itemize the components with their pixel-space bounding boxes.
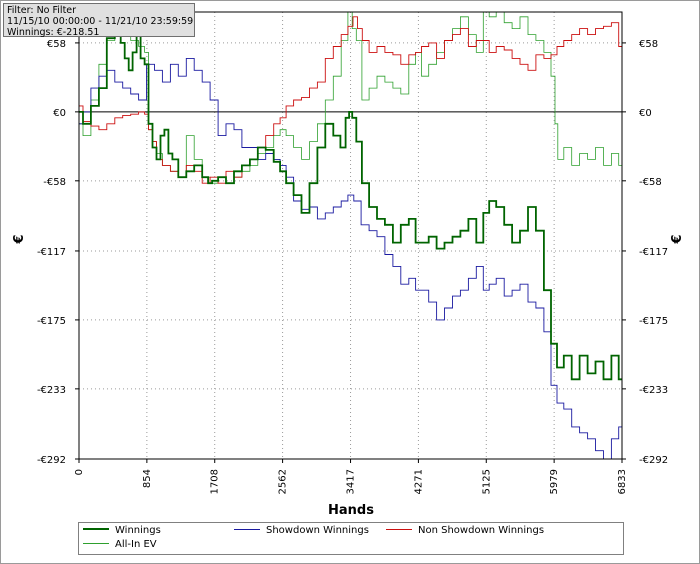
y-tick-label-right: -€233 (639, 385, 668, 396)
legend-item-non-showdown: Non Showdown Winnings (386, 524, 544, 538)
filter-info-box: Filter: No Filter 11/15/10 00:00:00 - 11… (3, 3, 195, 38)
x-tick-label: 6833 (617, 469, 628, 494)
series-lines (79, 11, 622, 460)
legend-item-all-in-ev: All-In EV (83, 538, 157, 552)
legend-item-winnings: Winnings (83, 524, 161, 538)
y-tick-label-left: -€117 (37, 247, 66, 258)
filter-text: Filter: No Filter (7, 5, 77, 16)
x-tick-label: 5979 (549, 469, 560, 494)
legend-label-showdown: Showdown Winnings (266, 525, 369, 536)
y-tick-label-right: -€117 (639, 247, 668, 258)
date-range-text: 11/15/10 00:00:00 - 11/21/10 23:59:59 (7, 16, 194, 27)
legend-swatch-winnings (83, 528, 109, 530)
x-axis-title: Hands (328, 503, 374, 518)
legend-label-winnings: Winnings (115, 525, 161, 536)
y-tick-label-right: -€175 (639, 316, 668, 327)
y-tick-label-right: €58 (639, 39, 658, 50)
legend-label-non-showdown: Non Showdown Winnings (418, 525, 545, 536)
x-tick-label: 0 (74, 469, 85, 475)
y-tick-label-right: -€58 (639, 177, 662, 188)
y-tick-label-left: -€58 (43, 177, 66, 188)
grid (79, 12, 622, 460)
y-axis-title-right: € (670, 234, 685, 244)
x-tick-label: 1708 (210, 469, 221, 494)
showdown-winnings-line (79, 57, 622, 460)
winnings-line (79, 25, 622, 381)
y-tick-label-left: -€233 (37, 385, 66, 396)
y-tick-label-left: €0 (53, 108, 66, 119)
y-tick-label-left: -€175 (37, 316, 66, 327)
x-tick-label: 5125 (481, 469, 492, 494)
y-tick-label-right: €0 (639, 108, 652, 119)
winnings-graph: 0 854 1708 2562 3417 4271 5125 5979 6833 €58 €58 €0… (12, 11, 685, 518)
x-tick-label: 2562 (278, 469, 289, 494)
x-tick-label: 3417 (346, 469, 357, 494)
y-tick-label-left: -€292 (37, 455, 66, 466)
x-tick-label: 4271 (413, 469, 424, 494)
x-tick-label: 854 (142, 469, 153, 488)
legend-swatch-all-in-ev (83, 542, 109, 544)
non-showdown-winnings-line (79, 16, 622, 184)
legend-swatch-showdown (234, 528, 260, 530)
legend-swatch-non-showdown (386, 528, 412, 530)
legend-label-all-in-ev: All-In EV (115, 539, 157, 550)
plot-area (78, 11, 623, 460)
y-tick-label-right: -€292 (639, 455, 668, 466)
y-tick-label-left: €58 (47, 39, 66, 50)
winnings-text: Winnings: €-218.51 (7, 27, 100, 38)
legend-item-showdown: Showdown Winnings (234, 524, 369, 538)
axis-ticks: 0 854 1708 2562 3417 4271 5125 5979 6833 €58 €58 €0… (37, 39, 668, 495)
legend: Winnings Showdown Winnings Non Showdown … (78, 522, 624, 555)
y-axis-title-left: € (12, 234, 27, 244)
